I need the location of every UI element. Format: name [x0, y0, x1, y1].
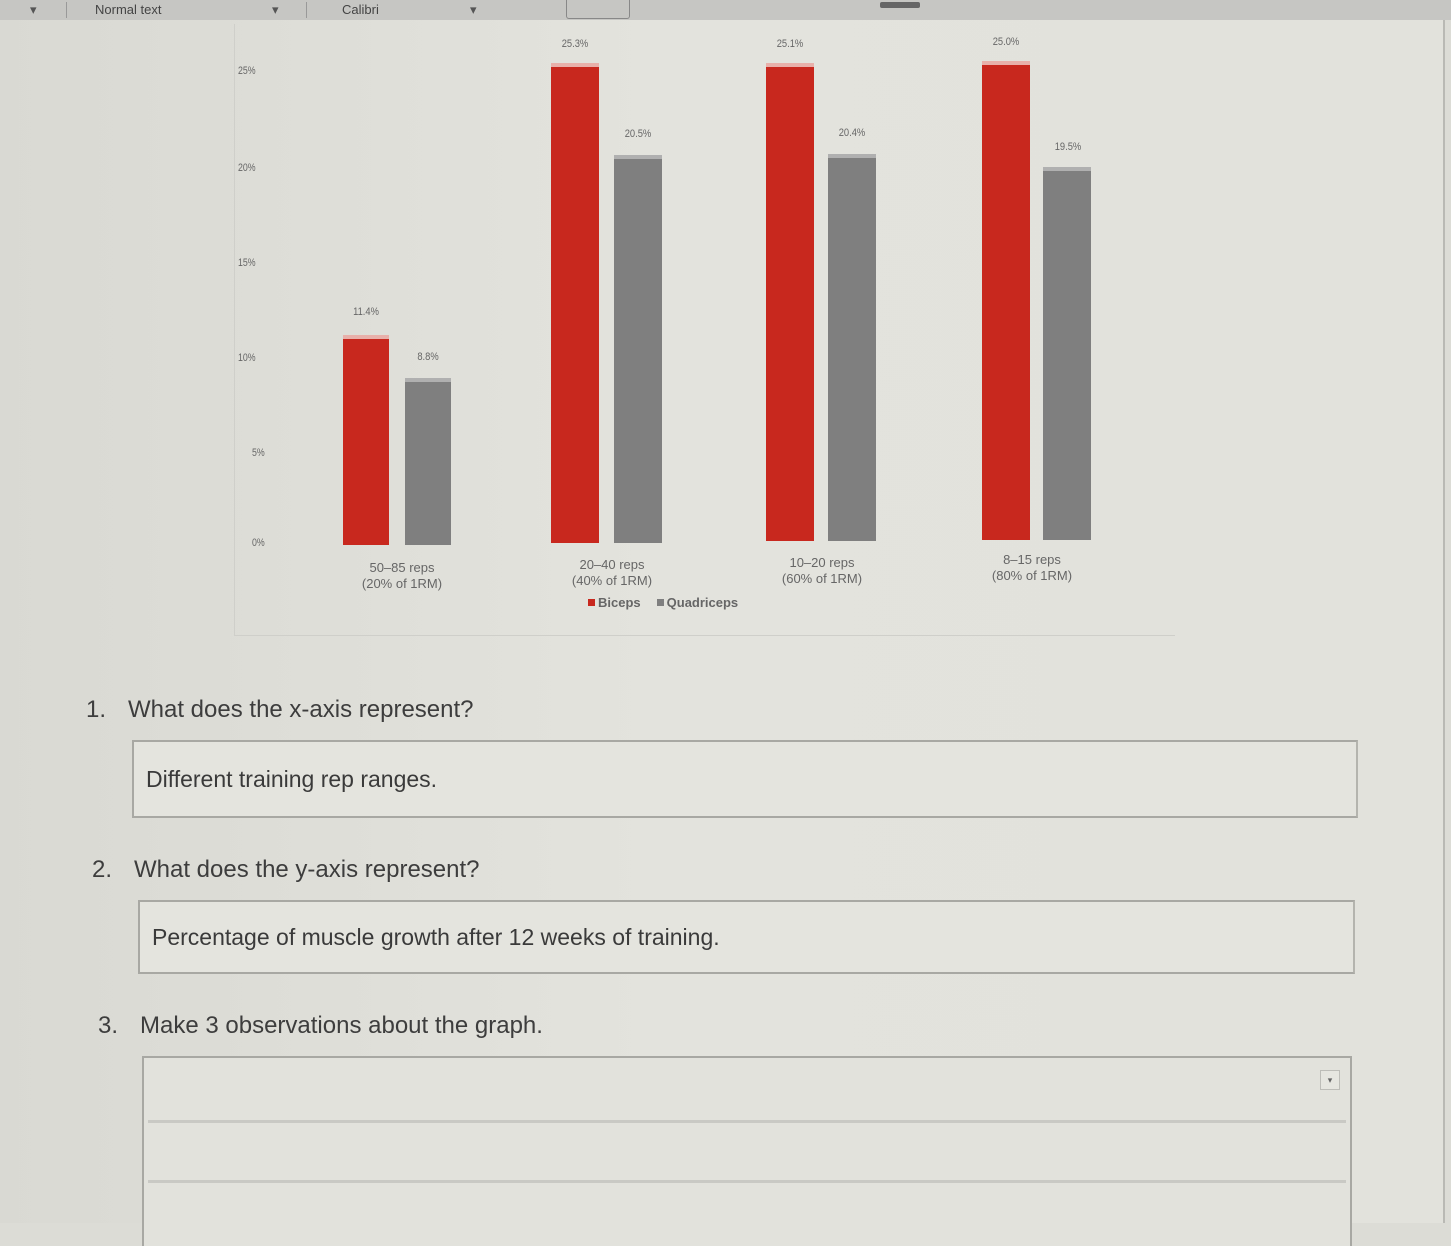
paragraph-style-select[interactable]: Normal text — [95, 2, 162, 17]
chart-frame — [234, 24, 1175, 636]
x-category-label: 50–85 reps (20% of 1RM) — [361, 560, 443, 591]
chevron-down-icon[interactable]: ▾ — [272, 2, 279, 17]
x-category-label: 10–20 reps (60% of 1RM) — [781, 555, 863, 586]
chevron-down-icon[interactable]: ▾ — [470, 2, 477, 17]
bar-biceps — [766, 63, 814, 541]
answer-1-field[interactable]: Different training rep ranges. — [132, 740, 1358, 818]
y-tick-label: 5% — [252, 447, 265, 459]
value-label: 20.5% — [624, 128, 652, 140]
bar-biceps — [982, 61, 1030, 540]
x-category-label: 8–15 reps (80% of 1RM) — [991, 552, 1073, 583]
value-label: 20.4% — [838, 127, 866, 139]
legend-swatch-icon — [588, 599, 595, 606]
font-size-input[interactable] — [566, 0, 630, 19]
y-tick-label: 10% — [238, 352, 256, 364]
dropdown-icon[interactable]: ▾ — [1320, 1070, 1340, 1090]
font-family-select[interactable]: Calibri — [342, 2, 379, 17]
document-page — [0, 20, 1445, 1223]
x-category-label: 20–40 reps (40% of 1RM) — [571, 557, 653, 588]
observation-line-divider — [148, 1180, 1346, 1183]
value-label: 25.0% — [992, 36, 1020, 48]
value-label: 19.5% — [1054, 141, 1082, 153]
bar-quadriceps — [614, 155, 662, 543]
value-label: 11.4% — [353, 306, 379, 318]
y-tick-label: 15% — [238, 257, 256, 269]
question-3: 3. Make 3 observations about the graph. — [98, 1012, 543, 1039]
bar-biceps — [551, 63, 599, 543]
y-tick-label: 0% — [252, 537, 265, 549]
legend-swatch-icon — [656, 599, 664, 606]
answer-2-field[interactable]: Percentage of muscle growth after 12 wee… — [138, 900, 1355, 974]
bar-biceps — [343, 335, 389, 545]
bar-quadriceps — [405, 378, 451, 545]
value-label: 25.1% — [776, 38, 804, 50]
y-tick-label: 25% — [238, 65, 256, 77]
text-color-icon[interactable] — [880, 2, 920, 8]
question-2: 2. What does the y-axis represent? — [92, 856, 480, 883]
chart-legend: Biceps Quadriceps — [588, 595, 738, 610]
legend-item-quadriceps: Quadriceps — [656, 595, 738, 610]
observation-line-divider — [148, 1120, 1346, 1123]
legend-item-biceps: Biceps — [588, 595, 641, 610]
toolbar-divider — [306, 2, 307, 18]
y-tick-label: 20% — [238, 162, 256, 174]
question-1: 1. What does the x-axis represent? — [86, 696, 474, 723]
value-label: 8.8% — [417, 351, 439, 363]
value-label: 25.3% — [561, 38, 589, 50]
bar-quadriceps — [828, 154, 876, 541]
toolbar-divider — [66, 2, 67, 18]
editor-toolbar: ▾ Normal text ▾ Calibri ▾ — [0, 0, 1451, 20]
bar-quadriceps — [1043, 167, 1091, 540]
chevron-down-icon[interactable]: ▾ — [30, 2, 37, 17]
observations-field[interactable]: ▾ — [142, 1056, 1352, 1246]
